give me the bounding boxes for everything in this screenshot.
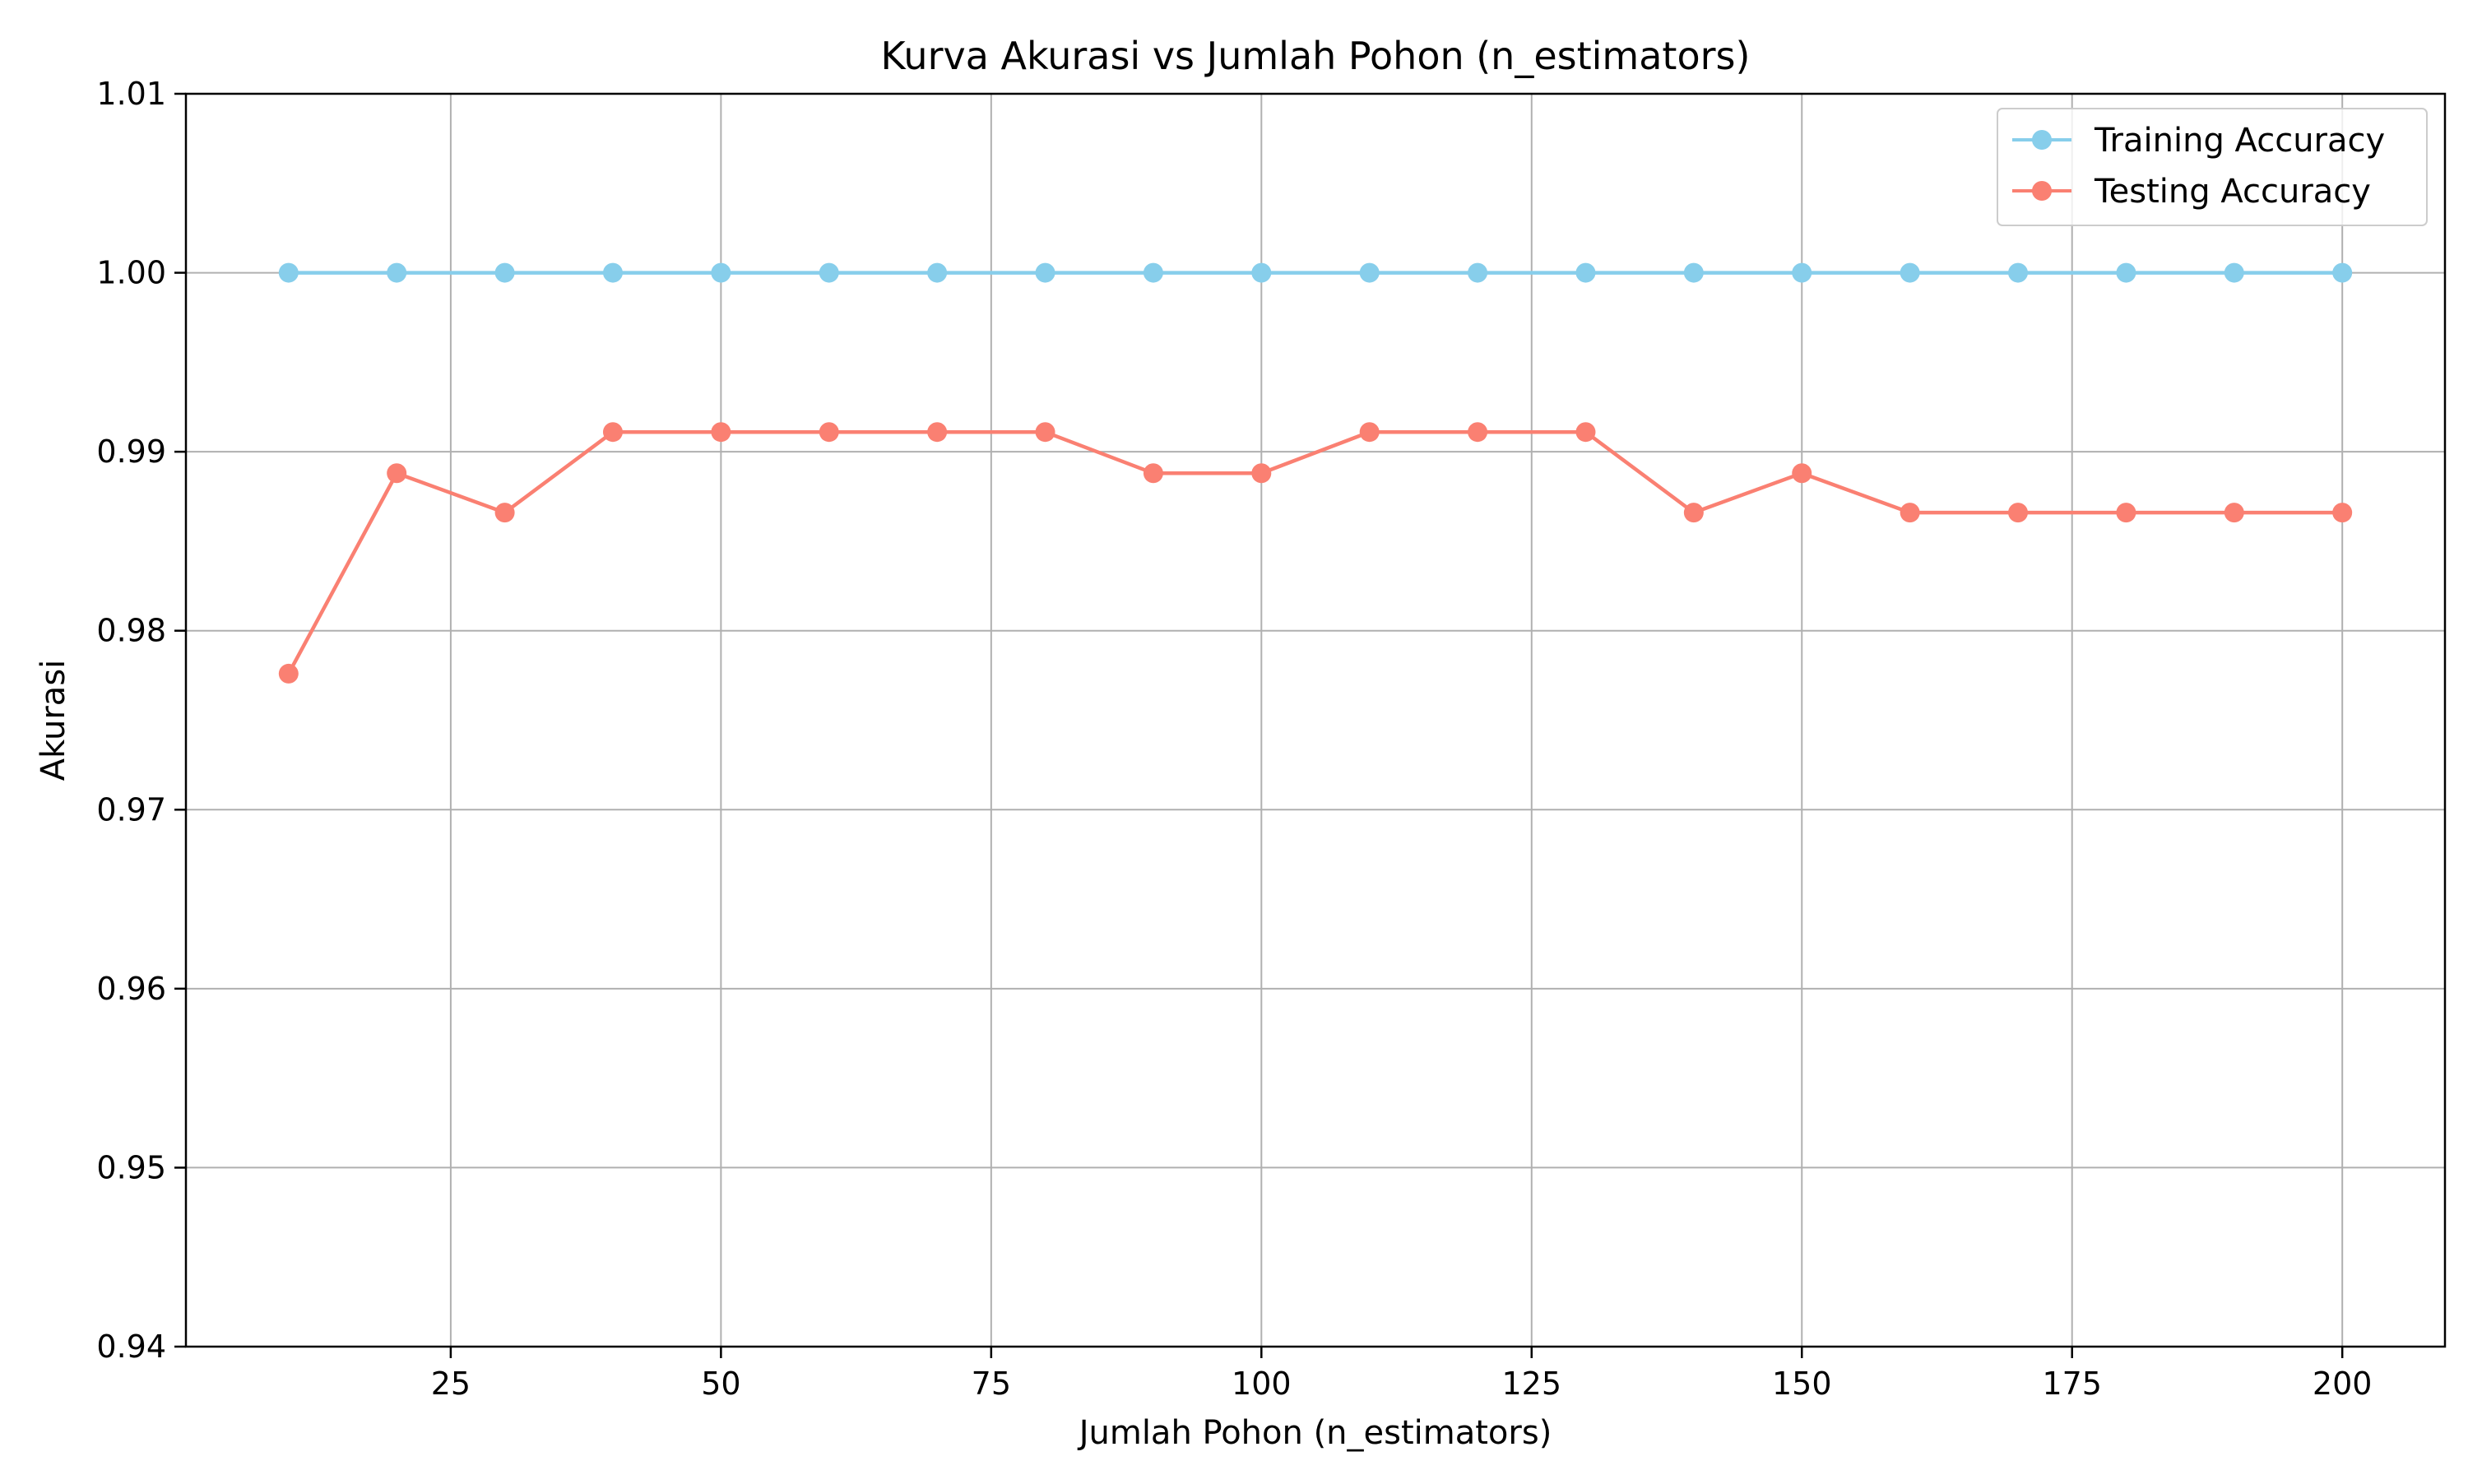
data-point-training-accuracy — [494, 262, 515, 283]
legend-box — [1997, 108, 2428, 226]
series-testing-accuracy — [278, 422, 2353, 684]
y-tick-label: 0.96 — [96, 971, 166, 1007]
data-point-training-accuracy — [1683, 262, 1704, 283]
data-point-testing-accuracy — [1251, 463, 1272, 484]
series-line-testing-accuracy — [286, 429, 2343, 675]
x-tick-label: 75 — [972, 1366, 1011, 1402]
data-point-testing-accuracy — [819, 422, 839, 443]
data-point-testing-accuracy — [1792, 463, 1812, 484]
data-point-training-accuracy — [387, 262, 407, 283]
y-tick-label: 1.00 — [96, 255, 166, 291]
data-point-training-accuracy — [1792, 262, 1812, 283]
data-point-testing-accuracy — [1035, 422, 1055, 443]
plot-frame — [184, 92, 2447, 1348]
x-tick-label: 175 — [2042, 1366, 2102, 1402]
legend-label-training: Training Accuracy — [2094, 122, 2385, 160]
data-point-training-accuracy — [2008, 262, 2029, 283]
data-point-training-accuracy — [602, 262, 623, 283]
axis-ticks: 25 50 75 100 125 150 175 200 0.94 0.95 0.96 0.97 0.9… — [96, 76, 2372, 1402]
y-tick-label: 0.94 — [96, 1329, 166, 1365]
data-point-testing-accuracy — [711, 422, 731, 443]
data-point-training-accuracy — [927, 262, 948, 283]
data-point-training-accuracy — [1468, 262, 1488, 283]
data-point-training-accuracy — [1251, 262, 1272, 283]
data-point-testing-accuracy — [387, 463, 407, 484]
x-tick-label: 100 — [1232, 1366, 1292, 1402]
data-point-testing-accuracy — [278, 663, 299, 684]
data-point-testing-accuracy — [927, 422, 948, 443]
data-point-testing-accuracy — [1900, 503, 1920, 523]
x-tick-label: 200 — [2313, 1366, 2373, 1402]
y-tick-label: 1.01 — [96, 76, 166, 112]
data-point-testing-accuracy — [2116, 503, 2136, 523]
legend-label-testing: Testing Accuracy — [2094, 173, 2371, 211]
series-training-accuracy — [278, 262, 2353, 283]
chart-title: Kurva Akurasi vs Jumlah Pohon (n_estimat… — [881, 34, 1751, 78]
y-axis-title: Akurasi — [35, 660, 72, 781]
data-point-training-accuracy — [1035, 262, 1055, 283]
plot-area — [186, 94, 2445, 1347]
data-point-training-accuracy — [711, 262, 731, 283]
data-point-training-accuracy — [1575, 262, 1596, 283]
data-point-training-accuracy — [278, 262, 299, 283]
x-axis-title: Jumlah Pohon (n_estimators) — [1077, 1414, 1552, 1452]
x-tick-label: 150 — [1772, 1366, 1832, 1402]
data-point-testing-accuracy — [602, 422, 623, 443]
x-tick-label: 125 — [1502, 1366, 1562, 1402]
y-tick-label: 0.95 — [96, 1149, 166, 1185]
x-tick-label: 25 — [431, 1366, 471, 1402]
data-point-training-accuracy — [2332, 262, 2353, 283]
data-point-testing-accuracy — [2332, 503, 2353, 523]
data-point-training-accuracy — [1143, 262, 1163, 283]
data-point-training-accuracy — [1359, 262, 1380, 283]
legend-marker-training — [2032, 130, 2052, 150]
series-layer — [278, 262, 2353, 684]
legend-marker-testing — [2032, 181, 2052, 201]
data-point-testing-accuracy — [1143, 463, 1163, 484]
data-point-testing-accuracy — [1468, 422, 1488, 443]
data-point-testing-accuracy — [1683, 503, 1704, 523]
data-point-testing-accuracy — [2008, 503, 2029, 523]
legend: Training Accuracy Testing Accuracy — [1997, 108, 2428, 226]
data-point-training-accuracy — [2224, 262, 2244, 283]
data-point-training-accuracy — [1900, 262, 1920, 283]
y-tick-label: 0.98 — [96, 613, 166, 649]
y-tick-label: 0.99 — [96, 434, 166, 470]
data-point-training-accuracy — [2116, 262, 2136, 283]
data-point-training-accuracy — [819, 262, 839, 283]
y-tick-label: 0.97 — [96, 791, 166, 828]
x-tick-label: 50 — [701, 1366, 740, 1402]
data-point-testing-accuracy — [1359, 422, 1380, 443]
data-point-testing-accuracy — [2224, 503, 2244, 523]
data-point-testing-accuracy — [494, 503, 515, 523]
data-point-testing-accuracy — [1575, 422, 1596, 443]
